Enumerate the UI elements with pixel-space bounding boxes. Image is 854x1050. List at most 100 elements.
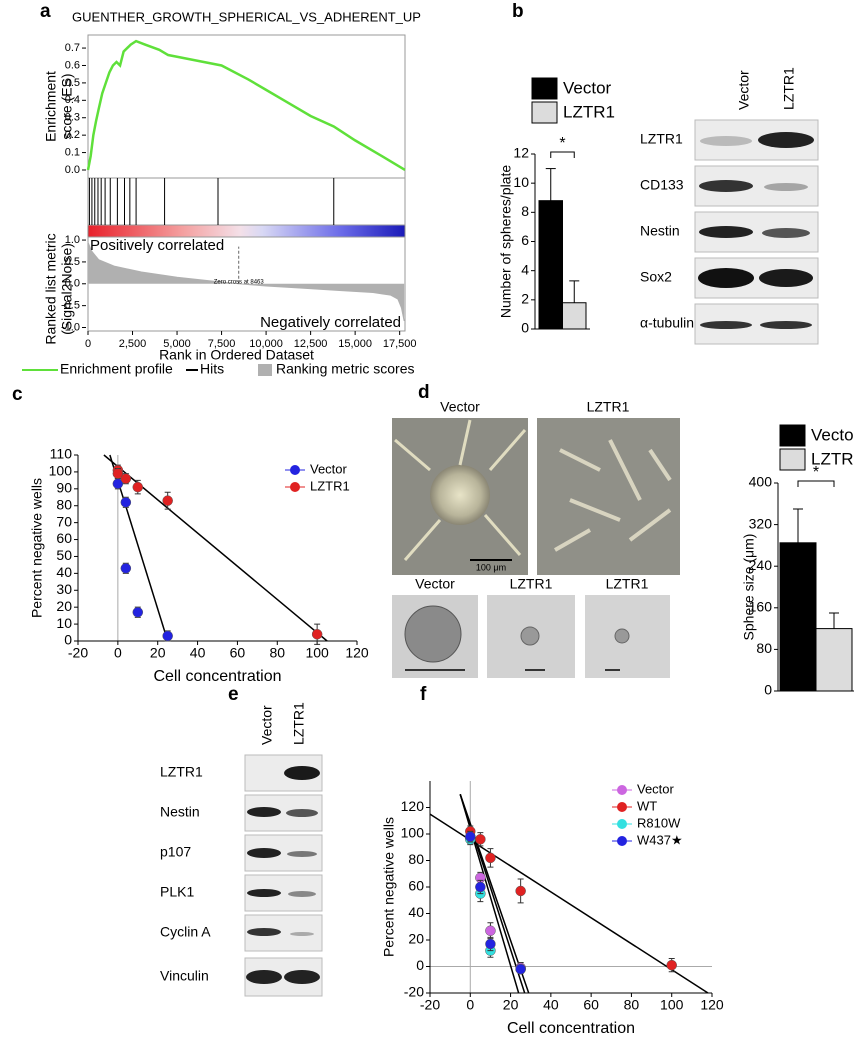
y-tick-label: 90	[56, 480, 72, 496]
fit-line	[459, 794, 520, 994]
legend-label: WT	[637, 798, 657, 813]
y-tick-label: 80	[56, 496, 72, 512]
y-tick-label: 1.0	[65, 234, 80, 246]
y-tick-label: -0.5	[61, 300, 80, 312]
y-axis-label: Percent negative wells	[381, 817, 397, 957]
es-line	[86, 39, 406, 172]
legend-label: Vector	[637, 781, 675, 796]
significance-bracket	[550, 151, 575, 158]
annotation: Negatively correlated	[260, 314, 401, 331]
legend-label: LZTR1	[310, 478, 350, 493]
legend-swatch	[617, 836, 627, 846]
y-tick-label: 120	[401, 798, 425, 814]
y-tick-label: 100	[401, 825, 425, 841]
point	[666, 959, 677, 971]
legend-swatch	[290, 482, 300, 492]
legend-swatch	[531, 101, 558, 124]
bar	[779, 542, 817, 692]
point	[162, 495, 173, 506]
y-tick-label: 12	[513, 145, 529, 161]
y-axis-label: Sphere size (μm)	[741, 534, 757, 641]
x-tick-label: 120	[700, 997, 724, 1013]
band	[758, 132, 814, 148]
plot-frame	[87, 34, 406, 179]
band	[700, 321, 752, 329]
point	[475, 881, 486, 893]
bar	[538, 200, 563, 330]
x-tick-label: 20	[503, 997, 519, 1013]
y-tick-label: 10	[513, 174, 529, 190]
cell-process	[394, 419, 527, 561]
x-tick-label: 60	[583, 997, 599, 1013]
x-tick-label: 0	[114, 645, 122, 661]
x-tick-label: 5,000	[163, 338, 191, 350]
band	[760, 321, 812, 329]
band	[288, 891, 316, 897]
chart-title: GUENTHER_GROWTH_SPHERICAL_VS_ADHERENT_UP	[72, 9, 421, 24]
x-tick-label: 0	[466, 997, 474, 1013]
band	[287, 851, 317, 857]
x-tick-label: -20	[68, 645, 88, 661]
y-tick-label: 2	[521, 291, 529, 307]
x-tick-label: 7,500	[208, 338, 236, 350]
y-tick-label: 0	[64, 632, 72, 648]
band	[700, 136, 752, 146]
y-tick-label: 20	[56, 598, 72, 614]
x-tick-label: 40	[190, 645, 206, 661]
y-tick-label: 0.0	[65, 164, 80, 176]
y-tick-label: 80	[408, 851, 424, 867]
x-tick-label: 17,500	[383, 338, 417, 350]
blot-row-label: α-tubulin	[640, 315, 694, 331]
x-tick-label: 100	[305, 645, 329, 661]
y-axis-label: (Signal2Noise)	[59, 243, 75, 335]
legend-swatch	[617, 819, 627, 829]
legend-label: LZTR1	[811, 449, 854, 468]
panel-letter: a	[40, 1, 51, 22]
significance-bracket	[797, 480, 835, 487]
legend-label: Vector	[811, 425, 854, 444]
band	[284, 970, 320, 984]
x-tick-label: 12,500	[294, 338, 328, 350]
scale-bar-label: 100 μm	[476, 562, 506, 572]
y-tick-label: 100	[49, 463, 73, 479]
legend-label: Hits	[200, 361, 224, 377]
blot-row-label: Nestin	[160, 804, 200, 820]
legend-label: Vector	[310, 461, 348, 476]
legend-label: W437★	[637, 832, 683, 847]
blot-row-label: Nestin	[640, 223, 680, 239]
band	[247, 807, 281, 817]
legend-swatch	[779, 448, 806, 471]
y-tick-label: 110	[50, 446, 73, 462]
y-tick-label: 60	[408, 878, 424, 894]
micrograph-label: LZTR1	[606, 576, 649, 592]
band	[762, 228, 810, 238]
y-tick-label: 40	[56, 564, 72, 580]
legend-swatch	[779, 424, 806, 447]
y-axis-label: score (ES)	[59, 73, 75, 139]
panel-letter: b	[512, 1, 524, 22]
y-tick-label: 20	[408, 931, 424, 947]
sphere-image	[614, 628, 630, 644]
point	[120, 563, 132, 574]
legend-swatch	[617, 802, 627, 812]
x-tick-label: 80	[624, 997, 640, 1013]
x-tick-label: 100	[660, 997, 684, 1013]
x-tick-label: 60	[230, 645, 246, 661]
bar	[562, 302, 587, 330]
panel-letter: f	[420, 684, 427, 705]
y-tick-label: 4	[521, 261, 529, 277]
y-tick-label: -20	[404, 984, 424, 1000]
band	[247, 928, 281, 936]
y-axis-label: Percent negative wells	[29, 478, 45, 618]
y-tick-label: 70	[56, 513, 72, 529]
blot-row-label: CD133	[640, 177, 684, 193]
legend-label: LZTR1	[563, 102, 615, 121]
panel-letter: c	[12, 384, 23, 405]
point	[120, 473, 132, 484]
blot-row-label: p107	[160, 844, 191, 860]
x-tick-label: 15,000	[338, 338, 372, 350]
x-tick-label: 0	[85, 338, 91, 350]
y-axis-label: Enrichment	[43, 71, 59, 142]
band	[764, 183, 808, 191]
